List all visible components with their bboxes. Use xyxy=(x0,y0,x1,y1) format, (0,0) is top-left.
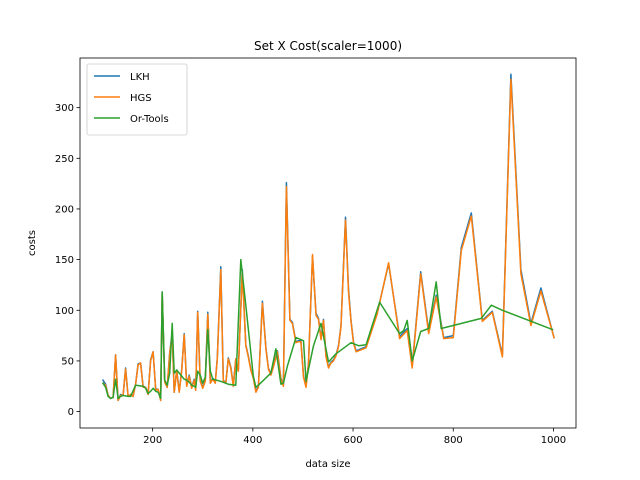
y-axis-label: costs xyxy=(27,230,38,256)
x-tick-label: 600 xyxy=(344,435,363,446)
series-line-or-tools xyxy=(101,258,554,400)
chart-title: Set X Cost(scaler=1000) xyxy=(254,39,402,53)
x-tick-label: 1000 xyxy=(541,435,566,446)
y-tick-label: 250 xyxy=(55,154,74,165)
y-tick-label: 100 xyxy=(55,306,74,317)
x-tick-label: 400 xyxy=(243,435,262,446)
x-tick-label: 800 xyxy=(444,435,463,446)
plot-frame xyxy=(79,57,577,429)
x-axis-label: data size xyxy=(305,459,350,470)
y-tick-label: 300 xyxy=(55,103,74,114)
y-axis: 0 50 100 150 200 250 300 xyxy=(55,103,80,418)
legend: LKH HGS Or-Tools xyxy=(86,63,188,136)
plot-area xyxy=(79,57,577,429)
y-tick-label: 200 xyxy=(55,204,74,215)
series-layer xyxy=(101,73,555,402)
x-tick-label: 200 xyxy=(143,435,162,446)
y-tick-label: 50 xyxy=(61,356,74,367)
y-tick-label: 150 xyxy=(55,255,74,266)
legend-label-lkh: LKH xyxy=(130,72,150,83)
legend-label-hgs: HGS xyxy=(130,93,152,104)
x-axis: 200 400 600 800 1000 xyxy=(143,428,566,446)
legend-label-or-tools: Or-Tools xyxy=(130,114,169,125)
y-tick-label: 0 xyxy=(68,407,74,418)
series-line-hgs xyxy=(101,78,555,402)
